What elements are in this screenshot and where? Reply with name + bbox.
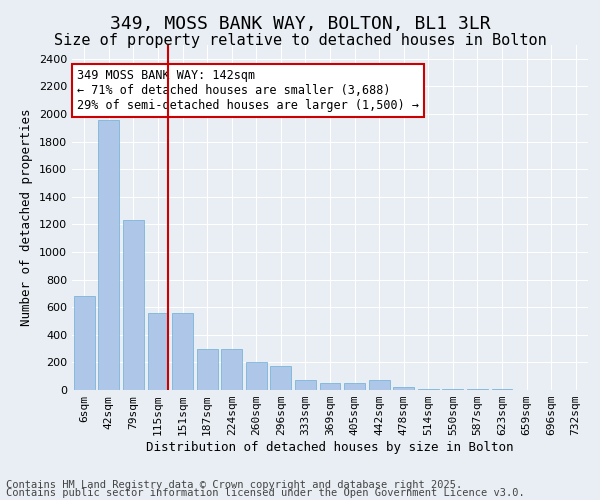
- Bar: [368, 380, 389, 390]
- Bar: [197, 350, 218, 390]
- Bar: [98, 120, 119, 390]
- Bar: [271, 366, 292, 390]
- Text: 349, MOSS BANK WAY, BOLTON, BL1 3LR: 349, MOSS BANK WAY, BOLTON, BL1 3LR: [110, 15, 490, 33]
- Bar: [320, 383, 340, 390]
- Bar: [393, 386, 414, 390]
- Bar: [246, 362, 267, 390]
- Bar: [221, 350, 242, 390]
- Bar: [148, 312, 169, 390]
- Y-axis label: Number of detached properties: Number of detached properties: [20, 109, 34, 326]
- X-axis label: Distribution of detached houses by size in Bolton: Distribution of detached houses by size …: [146, 441, 514, 454]
- Text: Size of property relative to detached houses in Bolton: Size of property relative to detached ho…: [53, 32, 547, 48]
- Bar: [74, 296, 95, 390]
- Bar: [172, 312, 193, 390]
- Text: Contains public sector information licensed under the Open Government Licence v3: Contains public sector information licen…: [6, 488, 525, 498]
- Bar: [295, 380, 316, 390]
- Text: Contains HM Land Registry data © Crown copyright and database right 2025.: Contains HM Land Registry data © Crown c…: [6, 480, 462, 490]
- Text: 349 MOSS BANK WAY: 142sqm
← 71% of detached houses are smaller (3,688)
29% of se: 349 MOSS BANK WAY: 142sqm ← 71% of detac…: [77, 69, 419, 112]
- Bar: [123, 220, 144, 390]
- Bar: [344, 383, 365, 390]
